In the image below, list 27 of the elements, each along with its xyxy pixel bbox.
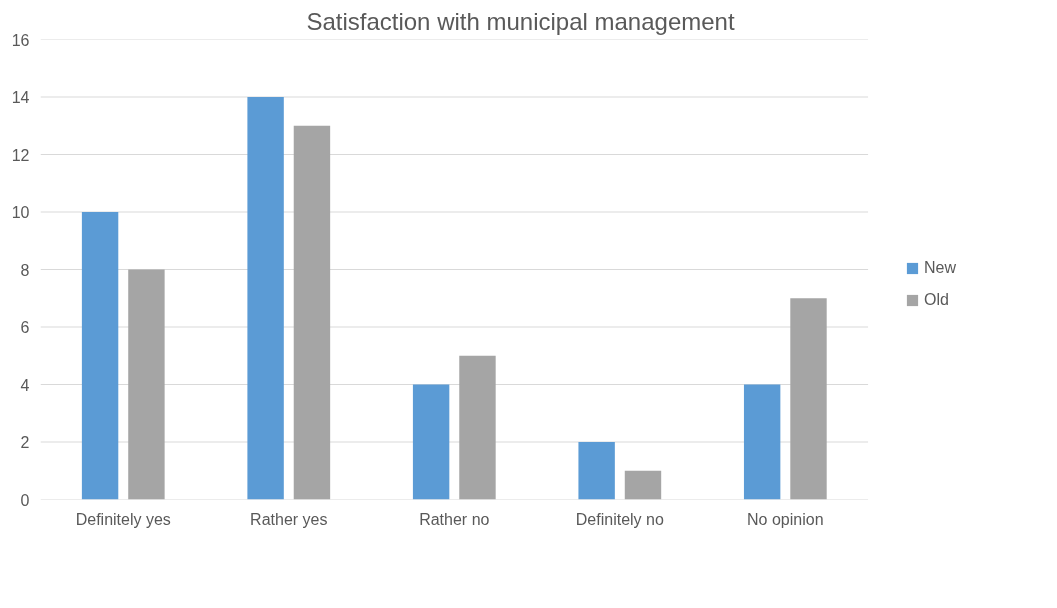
bar — [81, 212, 119, 500]
y-tick-label: 4 — [20, 376, 30, 394]
bar — [578, 442, 615, 500]
chart-title: Satisfaction with municipal management — [306, 7, 735, 35]
y-tick-label: 6 — [20, 319, 30, 336]
y-tick-label: 8 — [20, 261, 30, 279]
y-tick-label: 0 — [20, 491, 30, 509]
x-tick-label: Rather no — [419, 510, 490, 528]
y-tick-label: 2 — [20, 434, 30, 451]
bar — [624, 470, 662, 500]
bar — [128, 269, 165, 500]
y-tick-label: 10 — [11, 204, 30, 221]
legend-label: New — [924, 259, 957, 277]
x-tick-label: Definitely no — [575, 510, 664, 528]
bar — [412, 384, 450, 500]
x-tick-label: No opinion — [747, 510, 824, 528]
y-tick-label: 12 — [11, 146, 30, 164]
bar — [293, 125, 331, 500]
bar — [743, 384, 781, 500]
x-tick-label: Rather yes — [250, 510, 328, 528]
bar — [247, 97, 284, 500]
y-tick-label: 16 — [11, 31, 30, 49]
x-tick-label: Definitely yes — [75, 510, 171, 528]
y-tick-label: 14 — [11, 89, 30, 106]
bar — [459, 355, 496, 500]
legend-label: Old — [924, 291, 949, 309]
bar — [790, 298, 827, 500]
